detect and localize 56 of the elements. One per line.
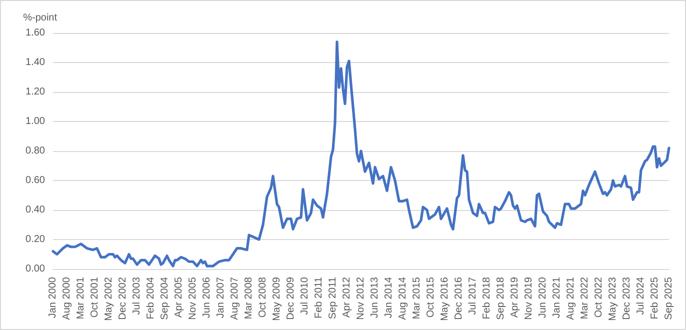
x-tick-label: May 2023 [608, 276, 618, 321]
x-tick-label: Jun 2006 [202, 276, 212, 318]
x-tick-label: Jul 2024 [636, 276, 646, 315]
x-tick-label: Nov 2012 [356, 276, 366, 320]
x-tick-label: Oct 2008 [258, 276, 268, 318]
x-tick-label: Feb 2018 [482, 276, 492, 320]
x-tick-label: Apr 2005 [174, 276, 184, 318]
y-tick-label: 0.40 [26, 204, 46, 216]
x-tick-label: Apr 2012 [342, 276, 352, 318]
x-tick-label: Jan 2014 [384, 276, 394, 318]
x-tick-label: Mar 2008 [244, 276, 254, 320]
x-tick-label: Mar 2015 [412, 276, 422, 320]
x-tick-label: Jan 2000 [48, 276, 58, 318]
x-tick-label: Jan 2021 [552, 276, 562, 318]
y-tick-label: 1.60 [26, 28, 46, 38]
x-tick-label: Aug 2007 [230, 276, 240, 320]
x-tick-label: Mar 2022 [580, 276, 590, 320]
x-tick-label: Jul 2010 [300, 276, 310, 315]
x-tick-label: Sep 2004 [160, 276, 170, 320]
x-tick-label: Dec 2002 [118, 276, 128, 320]
y-tick-label: 0.60 [26, 175, 46, 186]
x-tick-label: Jun 2020 [538, 276, 548, 318]
x-tick-label: Sep 2011 [328, 276, 338, 320]
x-tick-label: Dec 2023 [622, 276, 632, 320]
x-tick-label: Sep 2025 [664, 276, 674, 320]
x-tick-label: Oct 2022 [594, 276, 604, 318]
x-tick-label: May 2002 [104, 276, 114, 321]
x-tick-label: Jan 2007 [216, 276, 226, 318]
x-tick-label: Jul 2017 [468, 276, 478, 315]
x-tick-label: Feb 2025 [650, 276, 660, 320]
y-tick-label: 0.80 [26, 146, 46, 156]
line-series [52, 40, 670, 268]
x-tick-label: Feb 2004 [146, 276, 156, 320]
x-tick-label: Sep 2018 [496, 276, 506, 320]
x-tick-label: Mar 2001 [76, 276, 86, 320]
y-axis-title: %-point [23, 12, 58, 24]
y-tick-label: 1.20 [26, 86, 46, 98]
x-tick-label: May 2009 [272, 276, 282, 321]
x-tick-label: Oct 2015 [426, 276, 436, 318]
x-tick-label: Nov 2019 [524, 276, 534, 320]
x-tick-label: Dec 2016 [454, 276, 464, 320]
x-tick-label: Apr 2019 [510, 276, 520, 318]
x-tick-label: Jul 2003 [132, 276, 142, 315]
x-tick-label: Aug 2021 [566, 276, 576, 320]
y-tick-label: 1.00 [26, 116, 46, 127]
x-tick-label: May 2016 [440, 276, 450, 321]
x-tick-label: Dec 2009 [286, 276, 296, 320]
x-tick-label: Nov 2005 [188, 276, 198, 320]
y-tick-label: 0.20 [26, 234, 46, 245]
y-tick-label: 1.40 [26, 57, 46, 68]
x-tick-label: Oct 2001 [90, 276, 100, 318]
y-tick-label: 0.00 [26, 264, 46, 274]
x-tick-label: Aug 2014 [398, 276, 408, 320]
x-tick-label: Feb 2011 [314, 276, 324, 319]
x-tick-label: Aug 2000 [62, 276, 72, 320]
x-tick-label: Jun 2013 [370, 276, 380, 318]
